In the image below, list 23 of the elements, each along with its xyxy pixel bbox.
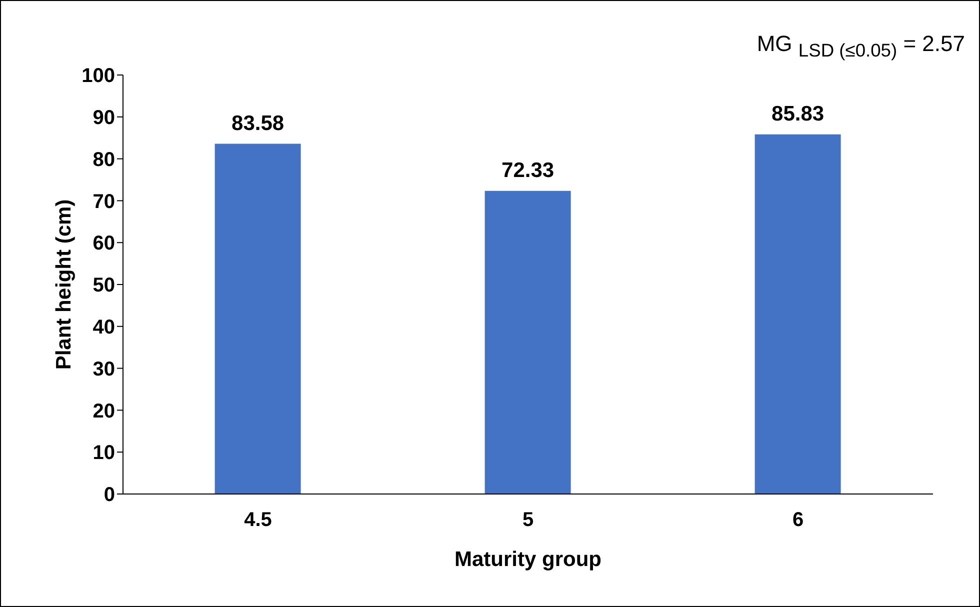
y-axis-title: Plant height (cm) (52, 199, 76, 370)
y-tick-label: 80 (92, 148, 115, 171)
x-tick-label: 5 (522, 509, 534, 532)
y-tick-label: 40 (92, 316, 115, 338)
y-tick-label: 20 (92, 400, 115, 422)
x-tick-label: 6 (792, 509, 804, 532)
y-tick-label: 10 (92, 442, 115, 464)
bar (754, 134, 841, 494)
bar (484, 190, 571, 494)
data-label: 72.33 (502, 158, 554, 182)
y-tick-label: 0 (104, 484, 115, 506)
y-tick-label: 50 (92, 274, 115, 297)
y-tick-label: 70 (92, 190, 115, 213)
x-axis-title: Maturity group (454, 548, 602, 571)
data-label: 85.83 (772, 102, 824, 126)
x-tick-label: 4.5 (244, 509, 272, 532)
bar (214, 144, 301, 494)
data-label: 83.58 (232, 112, 284, 135)
y-tick-label: 60 (92, 232, 115, 255)
text: MG $_{LSD (≤0.05)}$ = 2.57 (756, 31, 965, 62)
y-tick-label: 100 (82, 65, 115, 88)
y-tick-label: 30 (92, 358, 115, 380)
y-tick-label: 90 (92, 107, 115, 129)
